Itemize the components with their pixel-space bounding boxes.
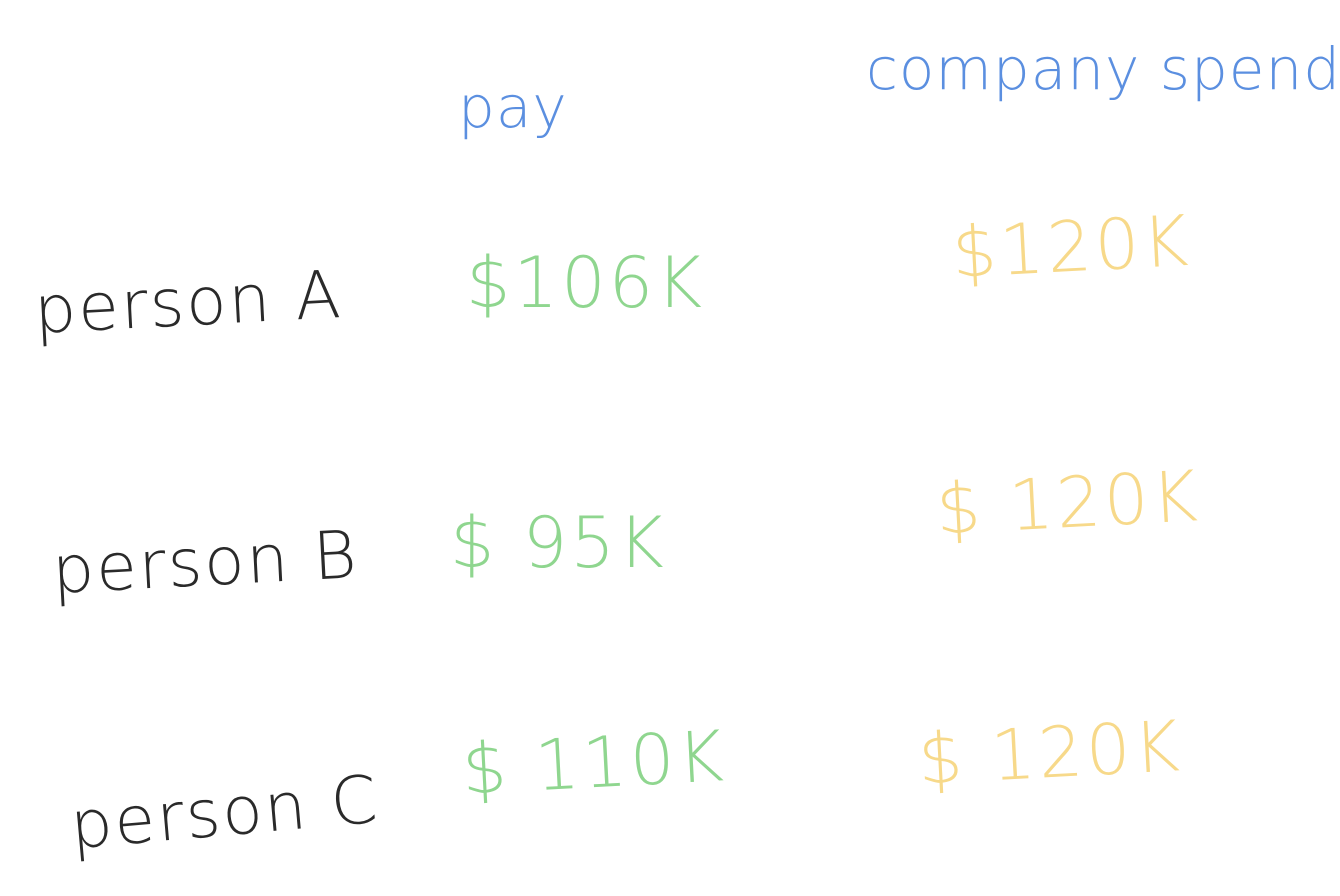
pay-value-person-b: $ 95K <box>450 502 667 584</box>
row-label-person-b: person B <box>50 516 361 609</box>
row-label-person-c: person C <box>67 760 383 865</box>
company-spends-column-header: company spends <box>866 35 1340 103</box>
pay-column-header: pay <box>458 73 568 141</box>
spend-value-person-a: $120K <box>950 199 1194 295</box>
pay-value-person-a: $106K <box>466 242 706 324</box>
pay-value-person-c: $ 110K <box>460 715 729 811</box>
row-label-person-a: person A <box>32 255 345 350</box>
spend-value-person-c: $ 120K <box>916 705 1185 801</box>
spend-value-person-b: $ 120K <box>934 455 1203 551</box>
